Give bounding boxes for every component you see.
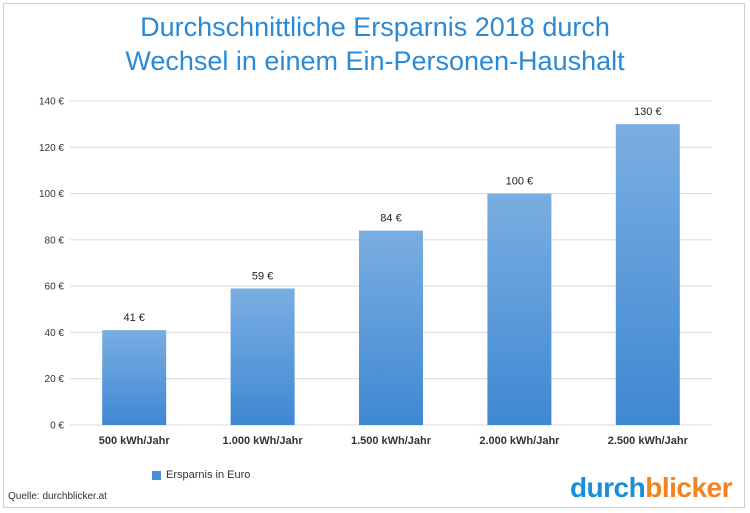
bar	[359, 230, 423, 425]
legend: Ersparnis in Euro	[152, 469, 250, 481]
logo-part-2: blicker	[645, 472, 732, 503]
bar	[102, 330, 167, 425]
y-tick-label: 20 €	[45, 374, 65, 385]
chart-title: Durchschnittliche Ersparnis 2018 durch W…	[0, 10, 750, 78]
legend-label: Ersparnis in Euro	[166, 469, 251, 481]
y-tick-label: 140 €	[39, 97, 64, 108]
x-category-label: 1.500 kWh/Jahr	[351, 435, 432, 447]
legend-swatch	[152, 470, 161, 480]
x-category-label: 2.500 kWh/Jahr	[608, 435, 689, 447]
x-category-label: 1.000 kWh/Jahr	[223, 435, 304, 447]
bar	[615, 124, 680, 426]
bars	[102, 124, 680, 426]
y-tick-label: 40 €	[45, 328, 65, 339]
y-axis-ticks: 0 € 20 € 40 € 60 € 80 € 100 € 120 € 140 €	[39, 97, 64, 432]
x-axis-categories: 500 kWh/Jahr 1.000 kWh/Jahr 1.500 kWh/Jahr…	[99, 435, 689, 447]
y-tick-label: 60 €	[45, 282, 65, 293]
data-label: 84 €	[380, 213, 401, 225]
data-label: 59 €	[252, 270, 273, 282]
data-label: 130 €	[634, 106, 662, 118]
y-tick-label: 100 €	[39, 189, 64, 200]
data-labels: 41 € 59 € 84 € 100 € 130 €	[123, 106, 661, 324]
y-tick-label: 0 €	[50, 421, 64, 432]
logo-part-1: durch	[569, 472, 646, 503]
x-category-label: 2.000 kWh/Jahr	[479, 435, 560, 447]
bar	[487, 193, 552, 425]
source-note: Quelle: durchblicker.at	[8, 491, 107, 502]
bar	[230, 288, 295, 425]
data-label: 41 €	[123, 312, 144, 324]
chart-title-line-2: Wechsel in einem Ein-Personen-Haushalt	[125, 46, 625, 76]
durchblicker-logo: durchblicker	[569, 472, 733, 504]
chart-title-line-1: Durchschnittliche Ersparnis 2018 durch	[140, 12, 610, 42]
y-tick-label: 120 €	[39, 143, 64, 154]
data-label: 100 €	[506, 176, 534, 188]
x-category-label: 500 kWh/Jahr	[99, 435, 171, 447]
y-tick-label: 80 €	[45, 235, 65, 246]
